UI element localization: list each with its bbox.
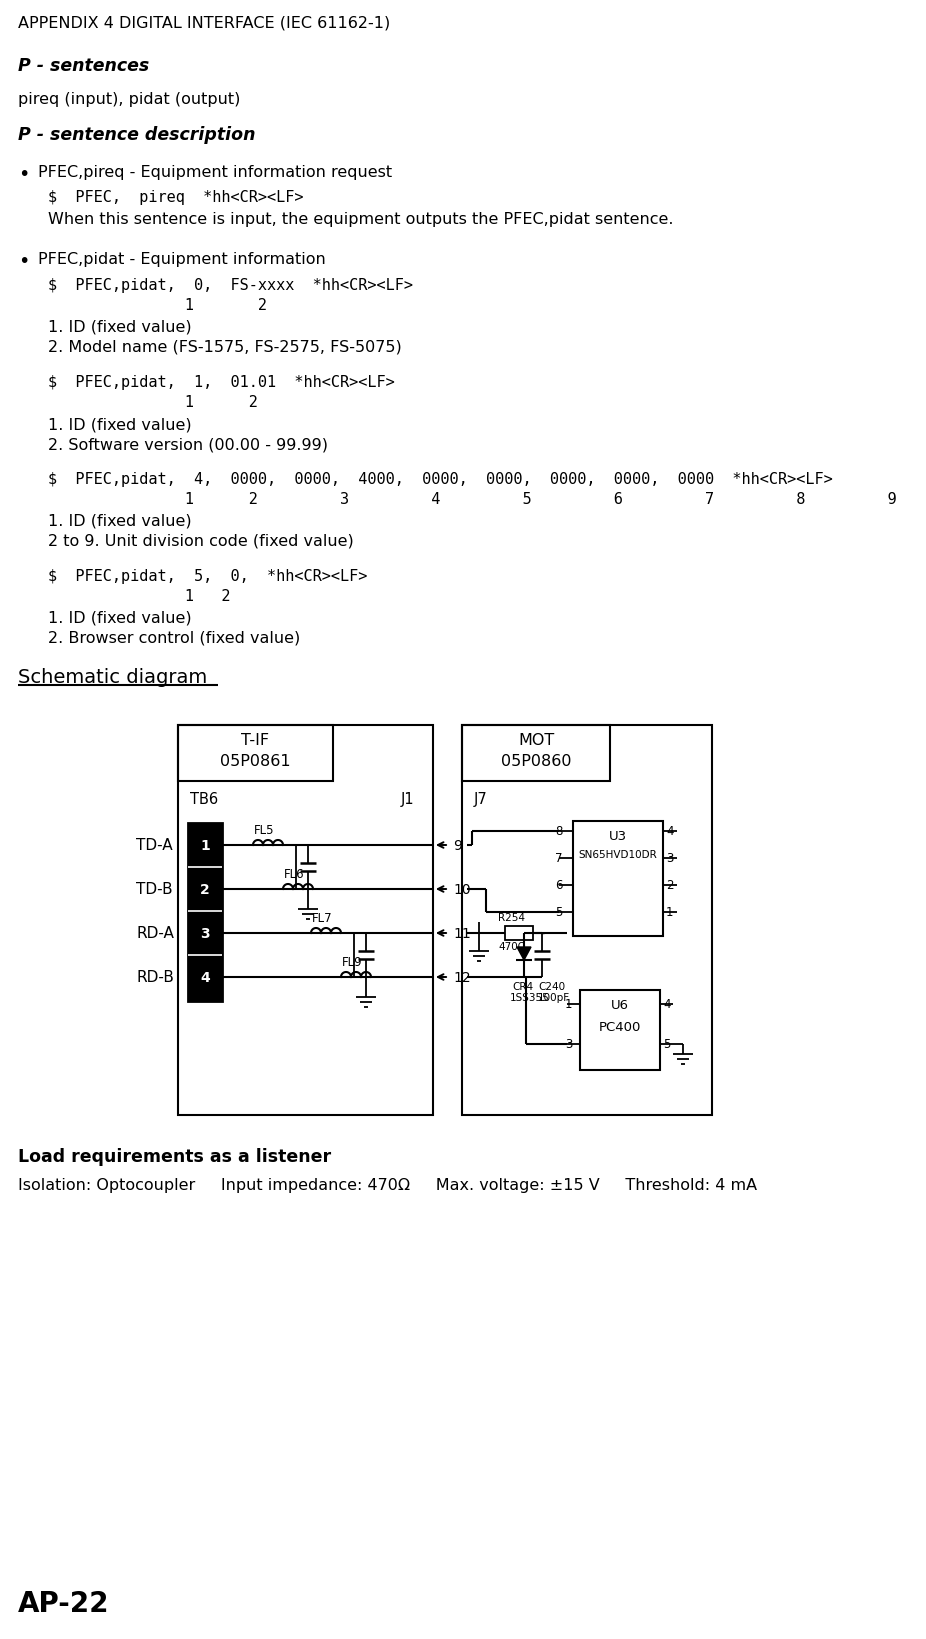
Text: $  PFEC,  pireq  *hh<CR><LF>: $ PFEC, pireq *hh<CR><LF> bbox=[48, 190, 304, 205]
Text: FL6: FL6 bbox=[284, 867, 305, 880]
Text: 3: 3 bbox=[666, 852, 673, 865]
Bar bbox=[178, 726, 333, 782]
Text: C240: C240 bbox=[538, 982, 565, 992]
Text: PC400: PC400 bbox=[599, 1021, 641, 1033]
Text: 11: 11 bbox=[453, 926, 470, 941]
Text: FL9: FL9 bbox=[342, 956, 363, 969]
Text: 1. ID (fixed value): 1. ID (fixed value) bbox=[48, 611, 192, 626]
Text: T-IF: T-IF bbox=[242, 733, 269, 747]
Text: $  PFEC,pidat,  5,  0,  *hh<CR><LF>: $ PFEC,pidat, 5, 0, *hh<CR><LF> bbox=[48, 569, 368, 583]
Text: 3: 3 bbox=[200, 926, 210, 941]
Text: 05P0860: 05P0860 bbox=[501, 754, 571, 769]
Text: 1      2         3         4         5         6         7         8         9: 1 2 3 4 5 6 7 8 9 bbox=[48, 492, 896, 506]
Text: 10: 10 bbox=[453, 882, 470, 897]
Text: 2 to 9. Unit division code (fixed value): 2 to 9. Unit division code (fixed value) bbox=[48, 534, 354, 549]
Text: 4: 4 bbox=[666, 824, 673, 838]
Text: TD-B: TD-B bbox=[136, 882, 172, 897]
Text: 1       2: 1 2 bbox=[48, 298, 267, 313]
Text: 5: 5 bbox=[663, 1037, 670, 1051]
Text: RD-B: RD-B bbox=[136, 970, 174, 985]
Text: 2. Browser control (fixed value): 2. Browser control (fixed value) bbox=[48, 631, 300, 646]
Text: TD-A: TD-A bbox=[136, 838, 172, 852]
Text: J7: J7 bbox=[474, 792, 488, 806]
Text: U3: U3 bbox=[609, 829, 627, 842]
Text: pireq (input), pidat (output): pireq (input), pidat (output) bbox=[18, 92, 241, 107]
Text: 6: 6 bbox=[555, 879, 562, 892]
Text: 1: 1 bbox=[200, 839, 210, 852]
Text: PFEC,pidat - Equipment information: PFEC,pidat - Equipment information bbox=[38, 252, 326, 267]
Text: 2. Model name (FS-1575, FS-2575, FS-5075): 2. Model name (FS-1575, FS-2575, FS-5075… bbox=[48, 339, 402, 354]
Text: •: • bbox=[18, 166, 30, 184]
Text: SN65HVD10DR: SN65HVD10DR bbox=[579, 849, 657, 859]
Text: When this sentence is input, the equipment outputs the PFEC,pidat sentence.: When this sentence is input, the equipme… bbox=[48, 211, 673, 226]
Text: P - sentences: P - sentences bbox=[18, 57, 149, 75]
Polygon shape bbox=[517, 947, 531, 960]
Text: 05P0861: 05P0861 bbox=[220, 754, 291, 769]
Text: •: • bbox=[18, 252, 30, 270]
Text: APPENDIX 4 DIGITAL INTERFACE (IEC 61162-1): APPENDIX 4 DIGITAL INTERFACE (IEC 61162-… bbox=[18, 15, 390, 30]
Text: Schematic diagram: Schematic diagram bbox=[18, 667, 207, 687]
Text: 100pF: 100pF bbox=[538, 992, 570, 1003]
Text: MOT: MOT bbox=[518, 733, 554, 747]
Text: 1   2: 1 2 bbox=[48, 588, 231, 603]
Text: 470Ω: 470Ω bbox=[498, 941, 526, 951]
Text: 1      2: 1 2 bbox=[48, 395, 257, 410]
Text: 1: 1 bbox=[565, 998, 572, 1011]
Bar bbox=[462, 726, 712, 1115]
Bar bbox=[573, 821, 663, 936]
Text: AP-22: AP-22 bbox=[18, 1590, 109, 1618]
Text: 3: 3 bbox=[565, 1037, 572, 1051]
Text: R254: R254 bbox=[498, 913, 525, 923]
Text: PFEC,pireq - Equipment information request: PFEC,pireq - Equipment information reque… bbox=[38, 166, 392, 180]
Text: 5: 5 bbox=[555, 906, 562, 919]
Text: Load requirements as a listener: Load requirements as a listener bbox=[18, 1147, 332, 1165]
Text: 7: 7 bbox=[555, 852, 562, 865]
Bar bbox=[462, 726, 610, 782]
Text: U6: U6 bbox=[611, 998, 629, 1011]
Text: 1. ID (fixed value): 1. ID (fixed value) bbox=[48, 416, 192, 431]
Text: 4: 4 bbox=[200, 970, 210, 985]
Text: FL5: FL5 bbox=[254, 823, 274, 836]
Bar bbox=[178, 726, 433, 1115]
Text: $  PFEC,pidat,  4,  0000,  0000,  4000,  0000,  0000,  0000,  0000,  0000  *hh<C: $ PFEC,pidat, 4, 0000, 0000, 4000, 0000,… bbox=[48, 472, 832, 487]
Text: P - sentence description: P - sentence description bbox=[18, 126, 256, 144]
Text: J1: J1 bbox=[401, 792, 415, 806]
Text: CR4: CR4 bbox=[512, 982, 533, 992]
Text: 4: 4 bbox=[663, 998, 670, 1011]
Bar bbox=[505, 926, 533, 941]
Bar bbox=[188, 823, 222, 1001]
Bar bbox=[580, 990, 660, 1070]
Text: RD-A: RD-A bbox=[136, 926, 174, 941]
Text: 9: 9 bbox=[453, 839, 462, 852]
Text: 1SS355: 1SS355 bbox=[510, 992, 550, 1003]
Text: 12: 12 bbox=[453, 970, 470, 985]
Text: $  PFEC,pidat,  0,  FS-xxxx  *hh<CR><LF>: $ PFEC,pidat, 0, FS-xxxx *hh<CR><LF> bbox=[48, 279, 413, 293]
Text: 2: 2 bbox=[200, 882, 210, 897]
Text: 2. Software version (00.00 - 99.99): 2. Software version (00.00 - 99.99) bbox=[48, 436, 328, 452]
Text: $  PFEC,pidat,  1,  01.01  *hh<CR><LF>: $ PFEC,pidat, 1, 01.01 *hh<CR><LF> bbox=[48, 375, 394, 390]
Text: 1. ID (fixed value): 1. ID (fixed value) bbox=[48, 513, 192, 529]
Text: TB6: TB6 bbox=[190, 792, 219, 806]
Text: 8: 8 bbox=[555, 824, 562, 838]
Text: FL7: FL7 bbox=[312, 911, 332, 924]
Text: 1: 1 bbox=[666, 906, 673, 919]
Text: Isolation: Optocoupler     Input impedance: 470Ω     Max. voltage: ±15 V     Thr: Isolation: Optocoupler Input impedance: … bbox=[18, 1177, 757, 1192]
Text: 1. ID (fixed value): 1. ID (fixed value) bbox=[48, 320, 192, 334]
Text: 2: 2 bbox=[666, 879, 673, 892]
